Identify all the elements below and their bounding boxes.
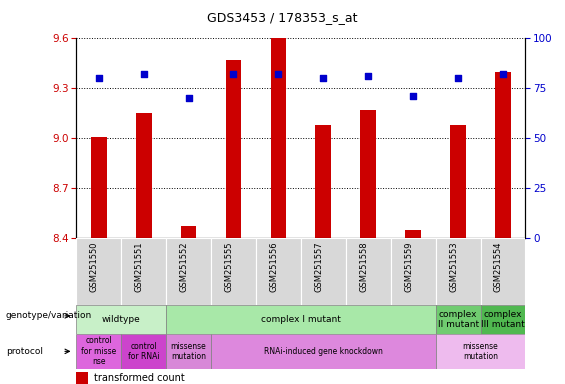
Text: GSM251551: GSM251551 — [134, 242, 144, 292]
Text: RNAi-induced gene knockdown: RNAi-induced gene knockdown — [264, 347, 383, 356]
Bar — [315, 125, 331, 238]
Bar — [481, 305, 525, 334]
Bar — [136, 113, 151, 238]
Text: GSM251553: GSM251553 — [449, 242, 458, 292]
Text: protocol: protocol — [6, 347, 42, 356]
Bar — [271, 38, 286, 238]
Point — [454, 75, 463, 81]
Point — [229, 71, 238, 78]
Point — [274, 71, 283, 78]
Text: control
for RNAi: control for RNAi — [128, 342, 159, 361]
Text: GSM251558: GSM251558 — [359, 242, 368, 292]
Point — [139, 71, 148, 78]
Bar — [76, 334, 121, 369]
Point — [319, 75, 328, 81]
Bar — [450, 125, 466, 238]
Text: missense
mutation: missense mutation — [171, 342, 206, 361]
Point — [184, 95, 193, 101]
Bar — [225, 60, 241, 238]
Bar — [346, 238, 391, 305]
Text: GSM251556: GSM251556 — [270, 242, 279, 292]
Bar — [211, 334, 436, 369]
Text: missense
mutation: missense mutation — [463, 342, 498, 361]
Bar — [181, 227, 197, 238]
Bar — [121, 238, 166, 305]
Bar — [405, 230, 421, 238]
Text: GSM251555: GSM251555 — [224, 242, 233, 292]
Text: genotype/variation: genotype/variation — [6, 311, 92, 320]
Text: GSM251550: GSM251550 — [90, 242, 99, 292]
Text: complex I mutant: complex I mutant — [261, 315, 341, 324]
Bar — [481, 238, 525, 305]
Bar — [436, 238, 481, 305]
Bar — [256, 238, 301, 305]
Text: control
for misse
nse: control for misse nse — [81, 336, 116, 366]
Bar — [166, 334, 211, 369]
Bar — [360, 110, 376, 238]
Bar — [76, 372, 88, 384]
Point — [364, 73, 373, 79]
Bar — [301, 238, 346, 305]
Bar — [391, 238, 436, 305]
Bar — [166, 305, 436, 334]
Bar — [495, 72, 511, 238]
Text: GDS3453 / 178353_s_at: GDS3453 / 178353_s_at — [207, 12, 358, 25]
Point — [94, 75, 103, 81]
Bar — [121, 334, 166, 369]
Bar — [166, 238, 211, 305]
Text: GSM251557: GSM251557 — [314, 242, 323, 292]
Bar — [91, 137, 107, 238]
Text: GSM251554: GSM251554 — [494, 242, 503, 292]
Point — [498, 71, 507, 78]
Text: transformed count: transformed count — [94, 373, 185, 383]
Bar — [76, 305, 166, 334]
Bar — [436, 305, 481, 334]
Text: GSM251559: GSM251559 — [404, 242, 413, 292]
Text: complex
III mutant: complex III mutant — [481, 310, 525, 329]
Point — [408, 93, 418, 99]
Text: wildtype: wildtype — [102, 315, 141, 324]
Text: GSM251552: GSM251552 — [180, 242, 189, 292]
Text: complex
II mutant: complex II mutant — [437, 310, 479, 329]
Bar — [76, 238, 121, 305]
Bar — [211, 238, 256, 305]
Bar — [436, 334, 525, 369]
